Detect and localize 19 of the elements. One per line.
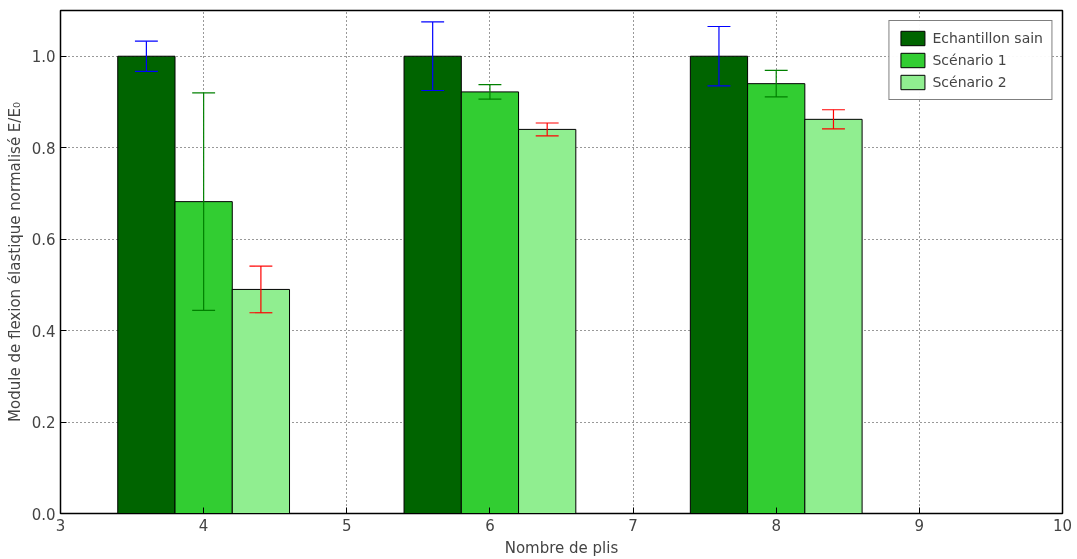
- x-tick-label: 5: [342, 516, 352, 535]
- legend-label: Scénario 2: [932, 74, 1007, 90]
- x-tick-label: 7: [628, 516, 638, 535]
- y-tick-label: 0.0: [31, 505, 56, 524]
- legend-label: Echantillon sain: [932, 30, 1043, 46]
- x-axis-title: Nombre de plis: [504, 538, 619, 557]
- y-tick-label: 1.0: [31, 48, 56, 67]
- y-axis-title: Module de flexion élastique normalisé E/E₀: [5, 102, 24, 422]
- x-tick-label: 8: [771, 516, 781, 535]
- y-tick-label: 0.2: [31, 414, 56, 433]
- x-tick-label: 10: [1052, 516, 1073, 535]
- legend-label: Scénario 1: [932, 52, 1007, 68]
- y-tick-label: 0.4: [31, 322, 56, 341]
- y-tick-label: 0.6: [31, 231, 56, 250]
- x-tick-label: 9: [914, 516, 925, 535]
- x-tick-label: 6: [485, 516, 495, 535]
- y-tick-label: 0.8: [31, 139, 56, 158]
- x-tick-label: 3: [55, 516, 66, 535]
- x-tick-label: 4: [198, 516, 209, 535]
